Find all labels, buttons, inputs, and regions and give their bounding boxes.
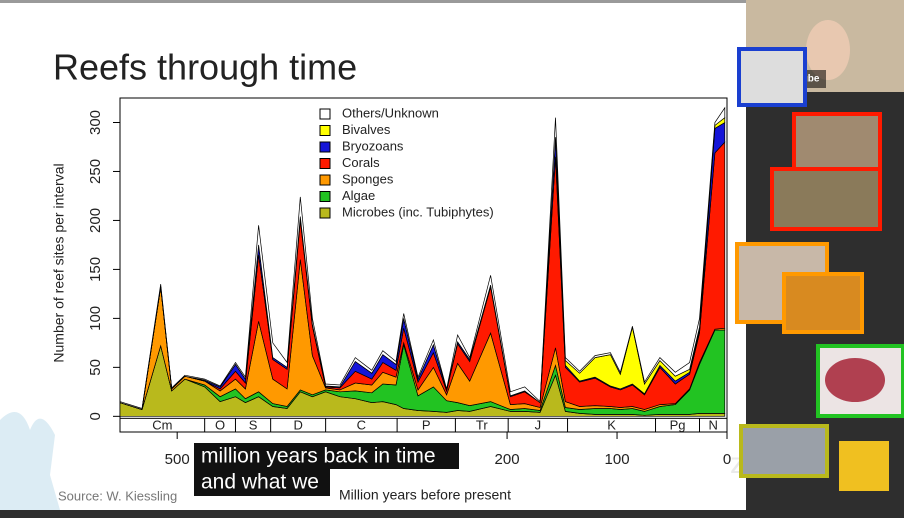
legend-label: Algae [342, 188, 375, 203]
legend-swatch [319, 174, 331, 186]
period-label: O [215, 418, 225, 433]
legend-label: Bryozoans [342, 138, 404, 153]
y-tick-label: 150 [87, 257, 104, 282]
legend-swatch [319, 125, 331, 136]
y-axis-label: Number of reef sites per interval [51, 163, 67, 362]
caption-line: and what we [201, 471, 319, 494]
legend-label: Corals [342, 155, 380, 170]
y-tick-label: 300 [87, 110, 104, 135]
slide-border [0, 0, 746, 3]
period-label: Tr [476, 418, 488, 433]
legend-swatch [319, 207, 331, 219]
legend-swatch [319, 108, 331, 120]
caption-box [194, 469, 330, 496]
museum-logo [839, 441, 889, 491]
legend-label: Bivalves [342, 122, 391, 137]
x-tick-label: 0 [723, 451, 731, 468]
x-tick-label: 100 [605, 451, 630, 468]
period-label: J [535, 418, 542, 433]
legend-swatch [319, 191, 331, 202]
x-tick-label: 200 [495, 451, 520, 468]
period-label: S [249, 418, 258, 433]
legend-label: Microbes (inc. Tubiphytes) [342, 204, 494, 219]
area [119, 106, 726, 410]
legend-swatch [319, 141, 331, 153]
caption-box [194, 443, 459, 469]
period-label: Pg [670, 418, 686, 433]
photo [782, 272, 864, 334]
y-tick-label: 100 [87, 306, 104, 331]
legend-label: Others/Unknown [342, 105, 439, 120]
legend-label: Sponges [342, 171, 394, 186]
y-tick-label: 0 [87, 412, 104, 420]
caption-line: million years back in time [201, 445, 436, 468]
y-tick-label: 250 [87, 159, 104, 184]
period-label: P [422, 418, 431, 433]
decoration [0, 412, 60, 510]
photo [737, 47, 807, 107]
participant-face [806, 20, 850, 80]
y-tick-label: 50 [87, 359, 104, 376]
x-axis-label: Million years before present [339, 487, 511, 503]
photo [739, 424, 829, 478]
period-label: Cm [152, 418, 172, 433]
period-label: K [607, 418, 616, 433]
slide-title: Reefs through time [53, 47, 357, 88]
photo-content [825, 358, 885, 402]
period-label: D [293, 418, 302, 433]
photo [770, 167, 882, 231]
period-label: N [709, 418, 718, 433]
period-label: C [357, 418, 366, 433]
y-tick-label: 200 [87, 208, 104, 233]
chart: 0 50 100 150 200 250 300 Number of reef sites p… [51, 105, 731, 502]
x-tick-label: 500 [165, 451, 190, 468]
legend-swatch [319, 158, 331, 169]
source: Source: W. Kiessling [58, 488, 177, 503]
